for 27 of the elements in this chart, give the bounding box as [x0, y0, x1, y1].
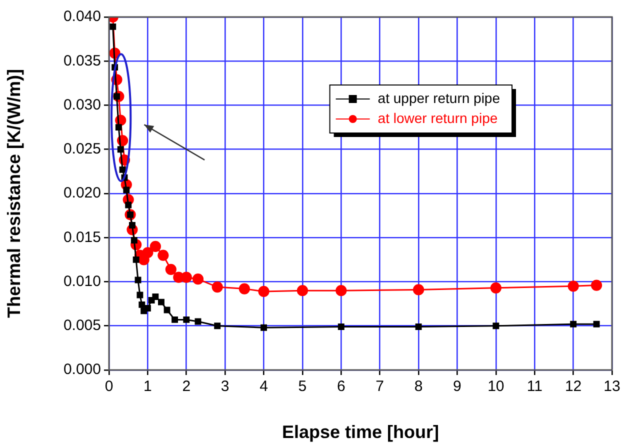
- y-tick-label: 0.020: [63, 184, 101, 202]
- y-tick-label: 0.040: [63, 8, 101, 26]
- x-tick-label: 7: [376, 378, 384, 396]
- y-tick-label: 0.000: [63, 361, 101, 378]
- y-tick-label: 0.015: [63, 228, 101, 246]
- x-tick-label: 9: [453, 378, 462, 396]
- x-tick-label: 11: [526, 378, 542, 396]
- legend-label: at upper return pipe: [378, 90, 500, 106]
- x-tick-label: 6: [336, 378, 346, 396]
- legend-label: at lower return pipe: [378, 110, 498, 126]
- y-tick-label: 0.030: [63, 96, 101, 114]
- x-tick-label: 3: [220, 378, 230, 396]
- x-tick-label: 2: [182, 378, 191, 396]
- x-tick-label: 10: [488, 378, 504, 396]
- x-tick-label: 5: [298, 378, 307, 396]
- x-tick-label: 1: [144, 378, 152, 396]
- x-tick-label: 13: [604, 378, 620, 396]
- y-tick-label: 0.010: [63, 272, 101, 290]
- y-tick-label: 0.005: [63, 317, 101, 334]
- x-tick-label: 4: [260, 378, 268, 396]
- x-tick-label: 8: [414, 378, 423, 396]
- y-tick-label: 0.025: [63, 140, 101, 158]
- y-axis-title: Thermal resistance [K/(W/m)]: [4, 68, 24, 318]
- x-tick-label: 0: [104, 378, 114, 396]
- y-tick-label: 0.035: [63, 52, 101, 70]
- x-tick-label: 12: [564, 378, 582, 396]
- x-axis-title: Elapse time [hour]: [282, 422, 440, 442]
